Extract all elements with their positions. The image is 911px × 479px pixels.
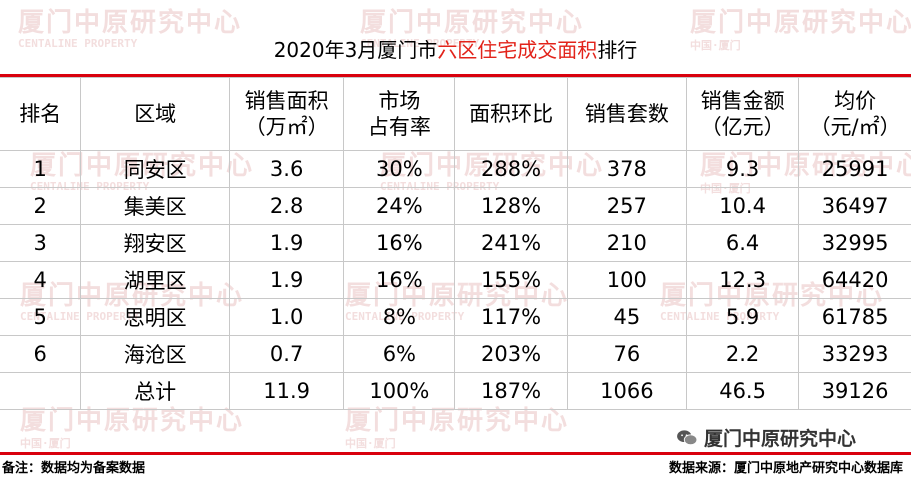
table-cell: 117%	[454, 298, 568, 336]
table-cell: 湖里区	[80, 261, 230, 299]
table-cell: 203%	[454, 335, 568, 373]
wechat-icon	[677, 429, 698, 445]
table-cell: 思明区	[80, 298, 230, 336]
table-row: 4 湖里区 1.9 16% 155% 100 12.3 64420	[0, 261, 911, 299]
table-cell: 210	[566, 224, 687, 262]
table-row: 1 同安区 3.6 30% 288% 378 9.3 25991	[0, 150, 911, 188]
table-cell: 6%	[343, 335, 456, 373]
table-cell: 61785	[798, 298, 911, 336]
column-header-line: 均价	[834, 88, 877, 113]
table-cell: 39126	[798, 372, 911, 410]
column-header: 排名	[0, 77, 82, 151]
table-cell: 3.6	[228, 150, 345, 188]
table-cell: 8%	[343, 298, 456, 336]
column-header: 面积环比	[454, 77, 568, 151]
column-header-line: 销售面积	[244, 88, 329, 113]
table-cell: 32995	[798, 224, 911, 262]
table-cell: 2.2	[685, 335, 800, 373]
brand-badge: 厦门中原研究中心	[676, 424, 856, 451]
header-row: 排名 区域 销售面积 （万㎡） 市场 占有率 面积环比 销售套数 销售金额 （亿元） 均价 （元/㎡）	[0, 77, 911, 151]
column-header-line: 市场	[378, 88, 421, 113]
table-cell: 100%	[343, 372, 456, 410]
table-cell: 1.0	[228, 298, 345, 336]
table-cell: 378	[566, 150, 687, 188]
table-cell: 45	[566, 298, 687, 336]
table-cell: 12.3	[685, 261, 800, 299]
table-cell: 6.4	[685, 224, 800, 262]
table-body: 1 同安区 3.6 30% 288% 378 9.3 25991 2 集美区 2.8 24% 128% 2…	[0, 150, 911, 410]
column-header-line: （万㎡）	[244, 115, 329, 139]
title-prefix: 2020年3月厦门市	[273, 38, 438, 62]
table-cell: 155%	[454, 261, 568, 299]
table-cell: 4	[0, 261, 82, 299]
table-cell: 100	[566, 261, 687, 299]
table-cell: 24%	[343, 187, 456, 225]
table-cell: 翔安区	[80, 224, 230, 262]
table-cell: 16%	[343, 261, 456, 299]
table-cell: 64420	[798, 261, 911, 299]
table-cell: 2.8	[228, 187, 345, 225]
top-divider	[0, 74, 911, 77]
table-cell: 海沧区	[80, 335, 230, 373]
column-header-line: （元/㎡）	[809, 115, 901, 139]
table-cell: 10.4	[685, 187, 800, 225]
table-cell: 36497	[798, 187, 911, 225]
column-header-line: 销售金额	[700, 88, 785, 113]
table-cell: 1	[0, 150, 82, 188]
column-header-line: （亿元）	[700, 115, 785, 139]
column-header: 均价 （元/㎡）	[798, 77, 911, 151]
title-suffix: 排行	[597, 38, 638, 62]
table-cell: 5.9	[685, 298, 800, 336]
page-title: 2020年3月厦门市六区住宅成交面积排行	[0, 34, 911, 63]
column-header-line: 销售套数	[584, 101, 669, 126]
table-cell: 257	[566, 187, 687, 225]
table-cell: 30%	[343, 150, 456, 188]
column-header-line: 区域	[134, 101, 177, 126]
table-cell: 16%	[343, 224, 456, 262]
table-cell: 6	[0, 335, 82, 373]
column-header: 销售金额 （亿元）	[685, 77, 800, 151]
table-cell: 3	[0, 224, 82, 262]
column-header: 市场 占有率	[343, 77, 456, 151]
table-cell: 1.9	[228, 261, 345, 299]
column-header: 销售套数	[566, 77, 687, 151]
table-cell: 128%	[454, 187, 568, 225]
table-cell: 46.5	[685, 372, 800, 410]
footer-source: 数据来源：厦门中原地产研究中心数据库	[668, 461, 903, 476]
table-row: 6 海沧区 0.7 6% 203% 76 2.2 33293	[0, 335, 911, 373]
ranking-table: 排名 区域 销售面积 （万㎡） 市场 占有率 面积环比 销售套数 销售金额 （亿元） 均价 （元/㎡）…	[0, 77, 911, 410]
table-cell: 总计	[80, 372, 230, 410]
table-cell: 同安区	[80, 150, 230, 188]
table-cell: 33293	[798, 335, 911, 373]
table-cell: 9.3	[685, 150, 800, 188]
column-header-line: 排名	[19, 101, 62, 126]
column-header: 销售面积 （万㎡）	[228, 77, 345, 151]
table-cell	[0, 372, 82, 410]
table-header: 排名 区域 销售面积 （万㎡） 市场 占有率 面积环比 销售套数 销售金额 （亿元） 均价 （元/㎡）	[0, 77, 911, 151]
table-cell: 76	[566, 335, 687, 373]
column-header-line: 占有率	[367, 115, 431, 139]
footer-note: 备注：数据均为备案数据	[2, 461, 146, 476]
brand-label: 厦门中原研究中心	[704, 428, 857, 450]
table-cell: 集美区	[80, 187, 230, 225]
table-cell: 11.9	[228, 372, 345, 410]
table-cell: 1.9	[228, 224, 345, 262]
table-cell: 0.7	[228, 335, 345, 373]
bottom-divider	[0, 452, 911, 455]
title-highlight: 六区住宅成交面积	[437, 38, 598, 62]
table-cell: 288%	[454, 150, 568, 188]
table-cell: 1066	[566, 372, 687, 410]
column-header-line: 面积环比	[469, 101, 554, 126]
table-row: 2 集美区 2.8 24% 128% 257 10.4 36497	[0, 187, 911, 225]
column-header: 区域	[80, 77, 230, 151]
total-row: 总计 11.9 100% 187% 1066 46.5 39126	[0, 372, 911, 410]
table-row: 5 思明区 1.0 8% 117% 45 5.9 61785	[0, 298, 911, 336]
table-cell: 25991	[798, 150, 911, 188]
table-row: 3 翔安区 1.9 16% 241% 210 6.4 32995	[0, 224, 911, 262]
table-cell: 2	[0, 187, 82, 225]
table-cell: 241%	[454, 224, 568, 262]
table-cell: 187%	[454, 372, 568, 410]
table-cell: 5	[0, 298, 82, 336]
